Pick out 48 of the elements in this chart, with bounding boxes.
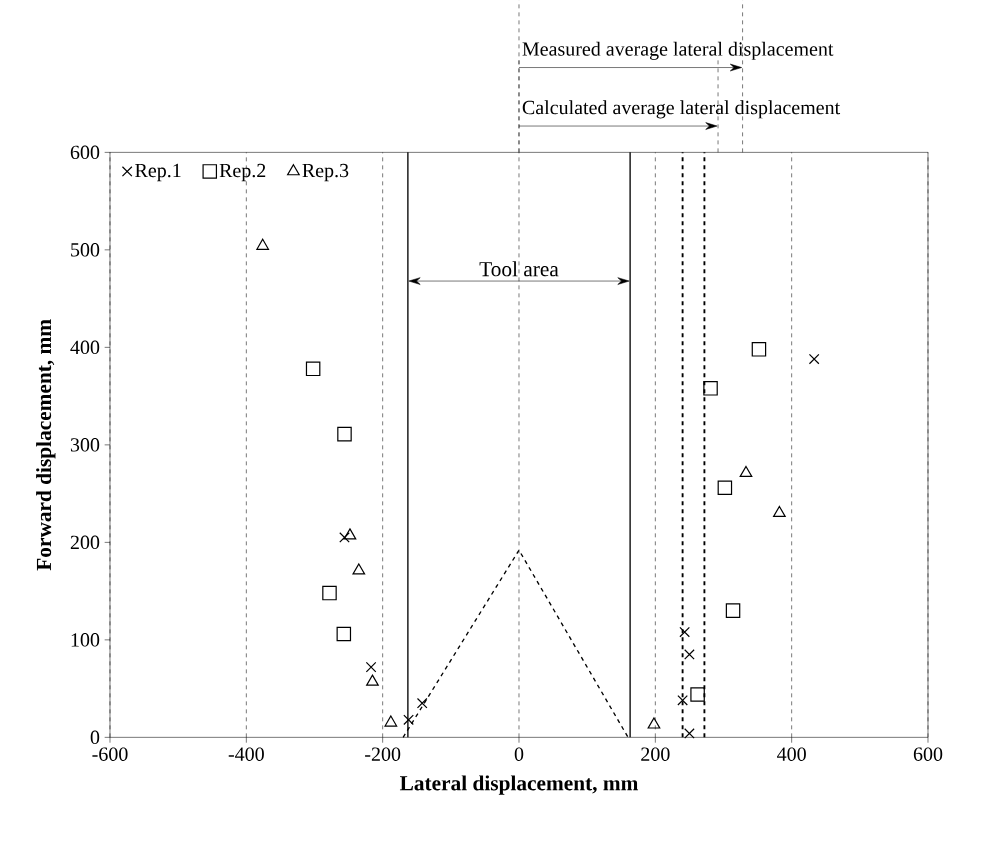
point bbox=[773, 505, 786, 517]
point bbox=[684, 649, 695, 660]
point bbox=[256, 238, 270, 250]
point bbox=[337, 426, 352, 442]
point bbox=[366, 674, 379, 686]
y-tick-label: 300 bbox=[70, 437, 100, 452]
point bbox=[677, 694, 688, 706]
point bbox=[322, 585, 337, 601]
y-tick-label: 0 bbox=[90, 730, 100, 744]
point bbox=[739, 465, 753, 477]
x-tick-label: 400 bbox=[777, 747, 806, 761]
legend-label: Rep.1 bbox=[135, 163, 181, 182]
y-tick-label: 600 bbox=[70, 145, 100, 159]
x-tick-label: 200 bbox=[641, 747, 670, 761]
x-axis-title: Lateral displacement, mm bbox=[399, 775, 639, 795]
y-tick-label: 400 bbox=[70, 340, 100, 354]
y-tick-label: 500 bbox=[71, 242, 100, 257]
point bbox=[808, 353, 820, 365]
point bbox=[717, 480, 733, 495]
point bbox=[365, 661, 377, 673]
point bbox=[703, 380, 718, 396]
legend-label: Rep.3 bbox=[302, 163, 349, 182]
ref-line-label: Calculated average lateral displacement bbox=[522, 100, 841, 119]
point bbox=[725, 603, 741, 618]
x-tick-label: 0 bbox=[514, 747, 524, 761]
legend-label: Rep.2 bbox=[219, 163, 266, 182]
x-tick-label: 600 bbox=[913, 747, 943, 761]
point bbox=[416, 697, 428, 709]
point bbox=[339, 532, 350, 543]
x-tick-label: -200 bbox=[365, 747, 401, 761]
point bbox=[384, 715, 398, 727]
y-tick-label: 100 bbox=[71, 632, 100, 647]
point bbox=[305, 361, 321, 376]
point bbox=[647, 717, 661, 729]
point bbox=[751, 341, 767, 357]
point bbox=[336, 626, 352, 642]
point bbox=[690, 687, 705, 702]
point bbox=[343, 528, 357, 540]
y-axis-title: Forward displacement, mm bbox=[36, 319, 56, 571]
x-tick-label: -600 bbox=[92, 747, 128, 761]
x-tick-label: -400 bbox=[228, 747, 264, 761]
ref-line-label: Measured average lateral displacement bbox=[522, 41, 834, 60]
point bbox=[684, 727, 695, 739]
annotation: Tool area bbox=[479, 261, 559, 277]
point bbox=[679, 626, 690, 638]
point bbox=[403, 714, 414, 725]
point bbox=[352, 563, 366, 575]
y-tick-label: 200 bbox=[70, 535, 100, 549]
